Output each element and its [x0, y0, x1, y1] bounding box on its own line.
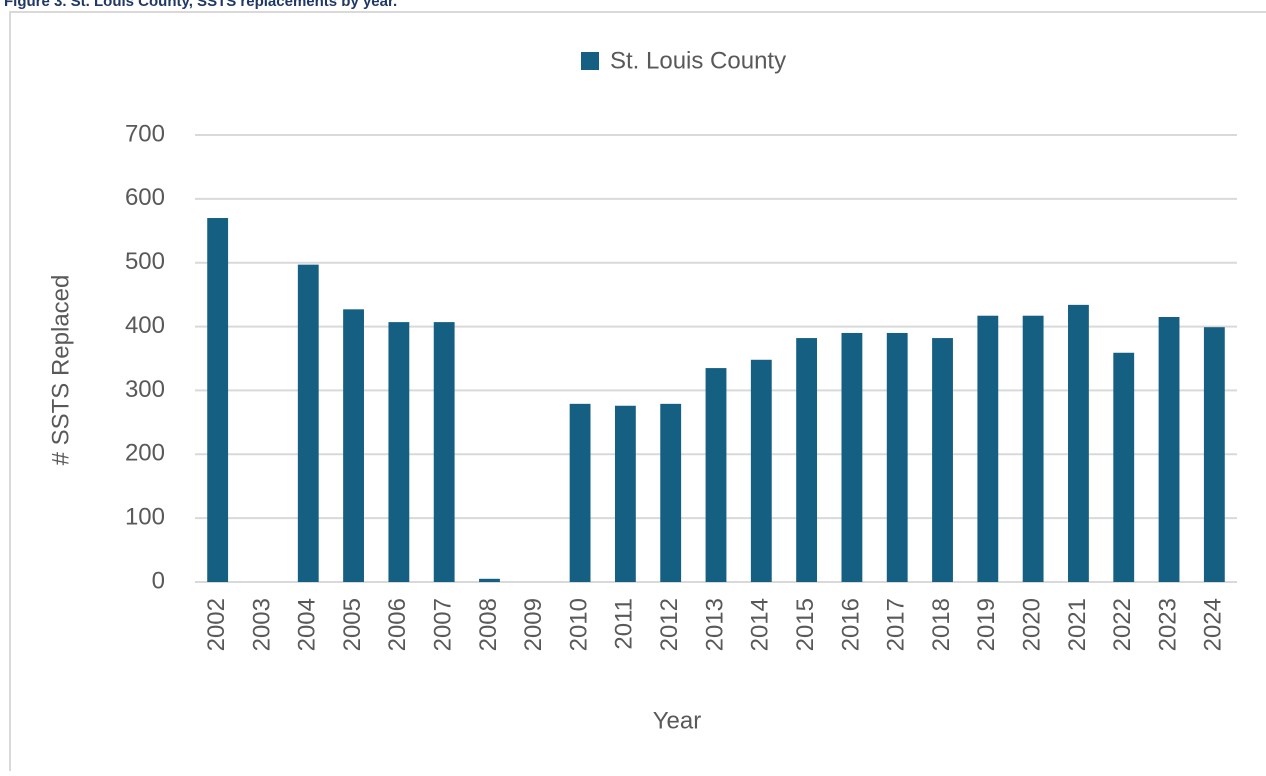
bar: [705, 368, 727, 582]
bar: [1068, 304, 1089, 582]
bar: [1158, 316, 1180, 582]
x-tick-label: 2002: [203, 598, 230, 651]
x-tick-label: 2007: [430, 598, 457, 651]
x-tick-label: 2010: [565, 598, 592, 651]
x-tick-label: 2008: [475, 598, 502, 651]
x-tick-label: 2004: [294, 598, 321, 651]
y-axis-label: # SSTS Replaced: [47, 275, 74, 466]
x-tick-label: 2003: [248, 598, 275, 651]
legend-swatch: [581, 52, 599, 70]
bar: [750, 359, 772, 582]
bar: [932, 338, 953, 582]
bar: [388, 322, 410, 582]
x-tick-label: 2022: [1109, 598, 1136, 651]
bar: [660, 403, 682, 582]
bar: [841, 332, 863, 582]
y-tick-label: 0: [152, 567, 165, 594]
chart-frame: [9, 11, 1266, 771]
bar: [343, 309, 364, 582]
bar: [977, 315, 999, 582]
x-tick-label: 2006: [384, 598, 411, 651]
x-tick-label: 2020: [1018, 598, 1045, 651]
bar: [886, 332, 908, 582]
x-tick-label: 2013: [701, 598, 728, 651]
y-tick-label: 300: [125, 376, 165, 403]
y-tick-label: 400: [125, 312, 165, 339]
bar: [796, 338, 818, 582]
y-tick-label: 700: [125, 120, 165, 147]
x-tick-label: 2024: [1200, 598, 1227, 651]
bar: [207, 218, 229, 582]
y-tick-label: 100: [125, 503, 165, 530]
x-tick-label: 2018: [928, 598, 955, 651]
chart-title: Figure 3. St. Louis County, SSTS replace…: [4, 0, 397, 10]
x-axis-label: Year: [653, 707, 702, 734]
x-tick-label: 2016: [837, 598, 864, 651]
bar: [569, 403, 591, 582]
x-tick-label: 2012: [656, 598, 683, 651]
bar: [1203, 327, 1225, 582]
bar: [614, 405, 636, 582]
bar: [297, 264, 319, 582]
x-tick-label: 2023: [1154, 598, 1181, 651]
x-tick-label: 2017: [883, 598, 910, 651]
x-tick-label: 2021: [1064, 598, 1091, 651]
x-tick-label: 2014: [747, 598, 774, 651]
y-tick-label: 600: [125, 184, 165, 211]
bar: [1113, 352, 1135, 582]
y-tick-label: 200: [125, 440, 165, 467]
x-tick-label: 2005: [339, 598, 366, 651]
x-tick-label: 2009: [520, 598, 547, 651]
bar: [1022, 315, 1044, 582]
y-tick-label: 500: [125, 248, 165, 275]
x-tick-label: 2011: [611, 598, 638, 650]
legend-label: St. Louis County: [610, 47, 786, 74]
bar: [433, 322, 455, 582]
x-tick-label: 2019: [973, 598, 1000, 651]
x-tick-label: 2015: [792, 598, 819, 651]
bar: [479, 578, 500, 582]
